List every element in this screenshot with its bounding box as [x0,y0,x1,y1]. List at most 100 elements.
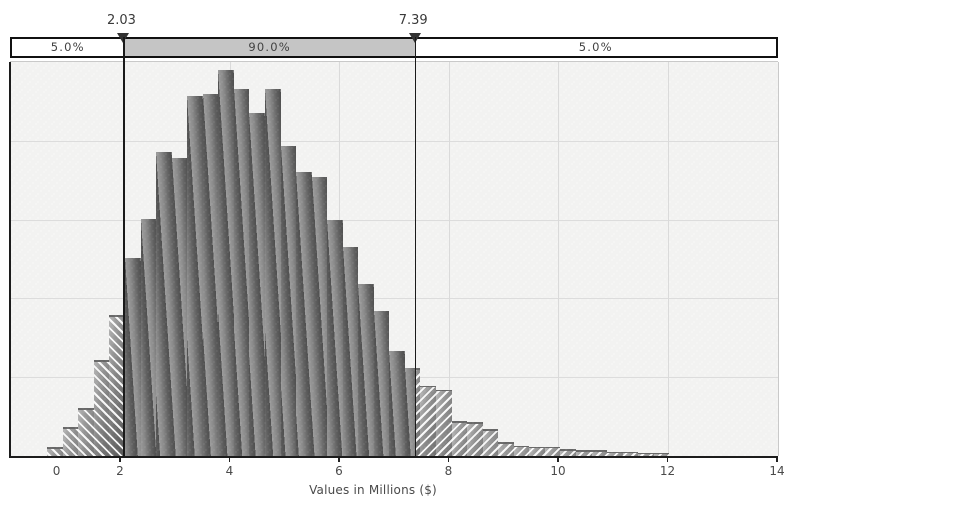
histogram-bar [218,69,234,456]
histogram-bar [342,246,359,456]
bar-fill [140,219,157,456]
histogram-bar [140,219,157,456]
histogram-bar [327,219,343,456]
bar-fill [358,284,374,456]
bar-top-edge [451,421,468,423]
bar-hatch-stripes [482,429,499,456]
bar-segment-hatchR [575,450,592,456]
bar-segment-solid [202,93,219,456]
histogram-bar [482,429,499,456]
bar-fill [233,88,250,456]
bar-segment-hatchL [93,359,110,456]
bar-segment-hatchL [62,427,79,456]
histogram-bar [373,311,390,456]
histogram-bar [575,450,592,456]
bar-top-edge [420,385,437,388]
horizontal-gridline [10,219,778,221]
bar-top-edge [62,427,79,429]
bar-segment-hatchR [467,422,483,456]
histogram-bar [187,96,203,456]
bar-fill [249,112,265,456]
histogram-bar [467,422,483,456]
histogram-bar [156,151,172,456]
bar-top-edge [47,447,63,449]
bar-segment-hatchR [420,385,437,456]
bar-fill [156,151,172,456]
right-tail-percent-label: 5.0% [578,40,613,55]
bar-hatch-stripes [78,408,94,456]
bar-fill [187,96,203,456]
right-delimiter-line[interactable] [414,36,417,456]
x-axis-tick [338,457,340,462]
x-axis-tick [447,457,450,462]
bar-top-edge [482,429,499,431]
middle-percent-label: 90.0% [248,40,291,55]
plot-border-right [777,62,779,456]
bar-hatch-stripes [591,450,608,456]
bar-segment-hatchR [591,450,608,456]
bar-segment-solid [218,69,234,456]
x-axis-tick [119,457,121,462]
bar-hatch-stripes [575,450,592,456]
histogram-bar [607,451,623,456]
vertical-gridline [558,62,559,456]
x-axis-tick-label: 10 [550,464,566,478]
left-delimiter-slider-handle[interactable] [116,32,129,43]
bar-top-edge [467,422,483,424]
bar-segment-solid [373,311,390,456]
bar-segment-hatchL [47,447,63,456]
histogram-bar [62,427,79,456]
bar-hatch-stripes [415,368,421,456]
bar-fill [264,88,281,456]
bar-segment-hatchR [482,429,499,456]
bar-segment-solid [264,88,281,456]
histogram-bar [451,421,468,456]
bar-top-edge [560,449,576,451]
bar-hatch-stripes [109,315,124,456]
bar-segment-solid [342,246,359,456]
bar-hatch-stripes [607,451,623,456]
bar-hatch-stripes [638,452,654,456]
right-delimiter-slider-handle[interactable] [408,32,421,43]
histogram-bar [125,258,141,456]
histogram-bar [529,446,545,456]
x-axis-tick [666,457,669,462]
bar-segment-hatchR [436,389,452,456]
bar-hatch-stripes [62,427,79,456]
vertical-gridline [667,62,669,456]
bar-segment-hatchR [653,452,670,456]
histogram-bar [93,359,110,456]
bar-fill [125,258,141,456]
histogram-bar [311,177,328,456]
bar-hatch-stripes [436,389,452,456]
vertical-gridline [448,62,450,456]
x-axis-tick-label: 0 [52,464,61,478]
x-axis-title: Values in Millions ($) [309,483,437,497]
histogram-bar [498,442,514,456]
bar-hatch-stripes [622,451,639,456]
bar-segment-solid [125,258,141,456]
bar-segment-hatchR [513,445,530,456]
bar-segment-hatchR [560,449,576,456]
left-delimiter-line[interactable] [122,36,125,456]
bar-fill [202,93,219,456]
bar-hatch-stripes [529,446,545,456]
histogram-bar [358,284,374,456]
bar-top-edge [498,442,514,444]
bar-segment-solid [280,145,297,456]
bar-fill [389,350,405,456]
bar-hatch-stripes [513,445,530,456]
horizontal-gridline [10,298,778,300]
histogram-bar [296,172,312,456]
bar-top-edge [415,368,421,370]
bar-segment-hatchR [451,421,468,456]
histogram-bar [560,449,576,456]
bar-top-edge [607,451,623,454]
left-tail-percent-label: 5.0% [50,40,85,55]
x-axis-tick [776,457,778,462]
x-axis-tick [557,457,559,462]
bar-fill [171,158,188,456]
histogram-bar [436,389,452,456]
bar-top-edge [78,408,94,411]
histogram-bar [653,452,670,456]
